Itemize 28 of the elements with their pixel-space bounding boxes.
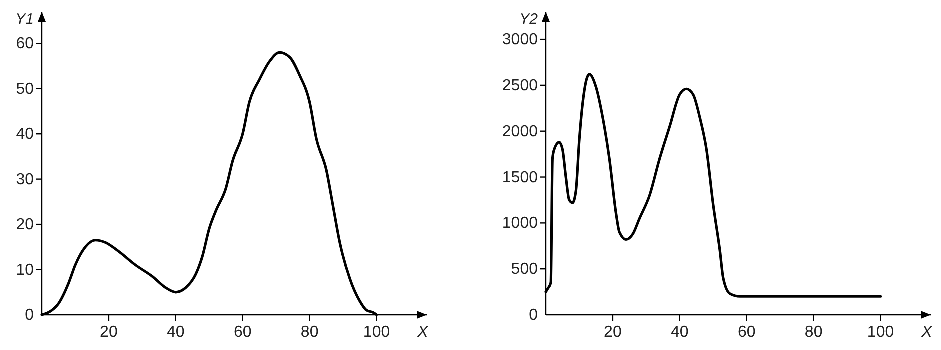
x-tick-label: 100 xyxy=(363,324,390,341)
y-tick-label: 40 xyxy=(16,126,34,144)
y-tick-label: 2500 xyxy=(502,77,538,94)
y-tick-label: 500 xyxy=(511,261,538,278)
x-tick-label: 20 xyxy=(604,324,622,341)
x-tick-label: 80 xyxy=(300,324,319,341)
y-tick-label: 0 xyxy=(25,307,34,324)
y-tick-label: 20 xyxy=(16,216,34,234)
y-tick-label: 2000 xyxy=(502,123,538,140)
y-tick-label: 0 xyxy=(529,307,538,324)
x-tick-label: 40 xyxy=(167,324,185,341)
y-tick-label: 60 xyxy=(16,36,34,53)
x-axis-title: X xyxy=(920,324,934,341)
x-tick-label: 20 xyxy=(100,324,118,341)
y-axis-title: Y1 xyxy=(16,11,34,28)
x-tick-label: 100 xyxy=(867,324,894,341)
x-tick-label: 60 xyxy=(234,324,252,341)
y-tick-label: 3000 xyxy=(502,32,538,49)
x-axis-title: X xyxy=(416,324,430,341)
x-tick-label: 80 xyxy=(804,324,823,341)
y-tick-label: 50 xyxy=(16,80,34,98)
y-tick-label: 30 xyxy=(16,171,34,188)
y-tick-label: 10 xyxy=(16,262,34,279)
y-tick-label: 1000 xyxy=(502,215,538,232)
y-axis-title: Y2 xyxy=(520,11,539,28)
x-tick-label: 60 xyxy=(738,324,756,341)
x-tick-label: 40 xyxy=(671,324,689,341)
y-tick-label: 1500 xyxy=(502,169,538,186)
